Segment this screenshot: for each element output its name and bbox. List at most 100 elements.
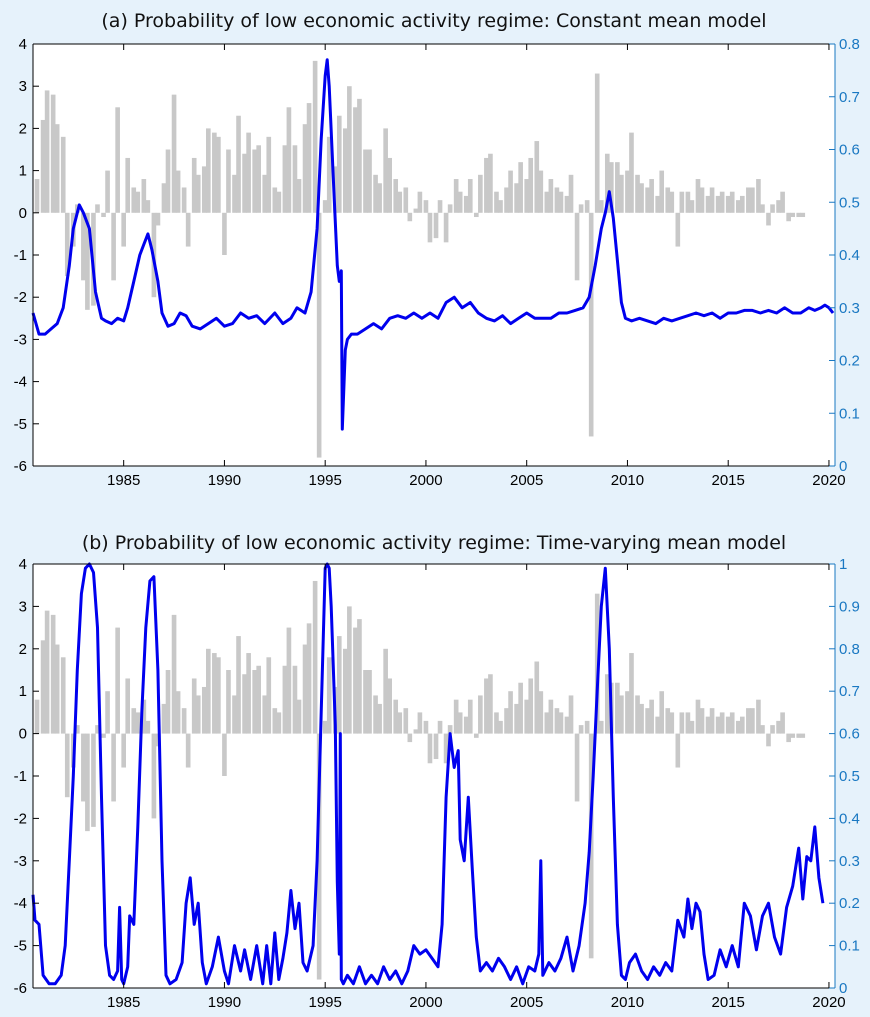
bar	[699, 708, 705, 734]
bar	[770, 204, 775, 213]
bar	[518, 162, 523, 213]
bar	[397, 191, 403, 213]
bar	[181, 187, 187, 213]
bar	[463, 195, 469, 213]
bar	[705, 195, 711, 213]
bar	[131, 708, 137, 734]
bar	[508, 691, 513, 734]
x-tick-label: 2015	[712, 994, 745, 1011]
bar	[659, 691, 665, 734]
y-tick-label-left: 1	[19, 683, 27, 700]
bar	[256, 145, 262, 213]
y-tick-label-left: -2	[14, 810, 27, 827]
bar	[453, 699, 459, 734]
bar	[625, 691, 630, 734]
bar	[649, 179, 654, 213]
bar	[201, 686, 207, 734]
bar	[538, 691, 544, 734]
bar	[165, 149, 171, 213]
bar	[212, 653, 217, 734]
y-tick-label-left: -3	[14, 331, 27, 348]
bar	[353, 107, 358, 213]
bar	[347, 86, 352, 213]
bar	[91, 733, 96, 827]
bar	[699, 187, 705, 213]
bar	[484, 157, 489, 213]
bar	[50, 94, 56, 213]
bar	[205, 648, 211, 734]
bar	[417, 191, 423, 213]
bar	[534, 141, 540, 213]
bar	[544, 712, 550, 734]
bar	[488, 153, 493, 213]
bar	[161, 183, 167, 213]
bar	[296, 179, 302, 213]
bar	[659, 170, 665, 213]
bar	[504, 187, 509, 213]
bar	[548, 179, 554, 213]
bar	[776, 720, 781, 734]
bar	[574, 212, 580, 281]
bar	[357, 619, 362, 734]
bar	[343, 128, 348, 213]
y-tick-label-right: 0.1	[839, 938, 860, 955]
bar	[669, 712, 675, 734]
y-tick-label-right: 0.4	[839, 810, 860, 827]
bar	[689, 720, 695, 734]
bar	[558, 191, 564, 213]
y-tick-label-right: 0.2	[839, 895, 860, 912]
y-tick-label-right: 0.5	[839, 194, 860, 211]
y-tick-label-right: 0.6	[839, 142, 860, 159]
chart-title: (a) Probability of low economic activity…	[101, 10, 766, 32]
x-tick-label: 2000	[409, 994, 442, 1011]
bar	[665, 187, 671, 213]
bar	[393, 699, 399, 734]
bar	[336, 636, 342, 734]
bar	[266, 657, 272, 734]
bar	[780, 191, 785, 213]
bar	[111, 212, 116, 281]
y-tick-label-left: -3	[14, 853, 27, 870]
bar	[296, 699, 302, 734]
y-tick-label-right: 0.6	[839, 726, 860, 743]
bar	[735, 720, 741, 734]
bar	[185, 733, 191, 768]
x-tick-label: 1985	[107, 994, 140, 1011]
bar	[413, 729, 419, 734]
bar	[619, 174, 624, 213]
bar	[508, 170, 513, 213]
bar	[760, 204, 765, 213]
bar	[252, 670, 257, 734]
probability-line	[31, 562, 825, 986]
bar	[534, 661, 540, 734]
bar	[578, 725, 584, 734]
bar	[171, 614, 177, 734]
bar	[272, 187, 278, 213]
bar	[467, 699, 473, 734]
bar	[191, 157, 197, 213]
bar	[205, 128, 211, 213]
bar	[800, 212, 806, 218]
bar	[609, 162, 614, 213]
bar	[655, 195, 660, 213]
bar	[212, 132, 217, 213]
bar	[457, 191, 463, 213]
bar	[407, 733, 413, 743]
bar	[473, 733, 479, 738]
bar	[639, 703, 644, 734]
bar	[131, 187, 137, 213]
x-tick-label: 1985	[107, 472, 140, 489]
bar	[292, 665, 298, 734]
bar	[397, 712, 403, 734]
bar	[750, 187, 755, 213]
bar	[750, 708, 755, 734]
bar	[316, 733, 322, 980]
bar	[675, 733, 681, 768]
bar	[675, 212, 681, 247]
x-tick-label: 2000	[409, 472, 442, 489]
bar	[564, 195, 570, 213]
bar	[135, 712, 141, 734]
bar	[373, 174, 378, 213]
bar	[262, 174, 268, 213]
bar	[105, 691, 110, 734]
